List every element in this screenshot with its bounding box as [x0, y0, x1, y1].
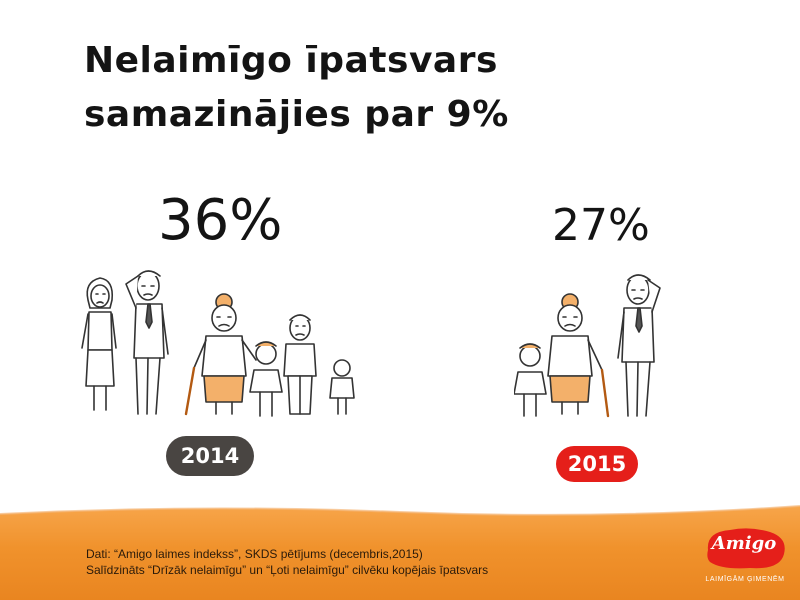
logo-brand-text: Amigo	[711, 533, 777, 554]
footer-band	[0, 505, 800, 600]
percent-2015: 27%	[552, 200, 650, 251]
slide-title-line-1: Nelaimīgo īpatsvars	[84, 40, 498, 81]
percent-2014: 36%	[158, 188, 283, 253]
child-figure	[329, 359, 355, 415]
man-with-tie-figure	[125, 270, 169, 415]
people-illustration-2014	[81, 270, 355, 417]
year-badge-2014: 2014	[166, 436, 254, 476]
grandmother-figure	[547, 293, 610, 418]
slide-title-line-2: samazinājies par 9%	[84, 94, 509, 135]
man-figure	[283, 314, 317, 415]
people-illustration-2015	[514, 274, 661, 418]
man-with-tie-figure	[617, 274, 661, 417]
year-badge-2015: 2015	[556, 446, 638, 482]
logo-tagline: LAIMĪGĀM ĢIMENĒM	[705, 576, 785, 583]
logo-badge-shape	[707, 528, 785, 569]
girl-figure	[249, 341, 283, 417]
grandmother-figure	[184, 293, 257, 416]
slide-title: Nelaimīgo īpatsvars samazinājies par 9%	[84, 34, 509, 142]
woman-figure	[81, 277, 117, 411]
source-note-line-1: Dati: “Amigo laimes indekss”, SKDS pētīj…	[86, 547, 423, 561]
source-note-line-2: Salīdzināts “Drīzāk nelaimīgu” un “Ļoti …	[86, 563, 489, 577]
amigo-logo: Amigo LAIMĪGĀM ĢIMENĒM	[700, 524, 790, 592]
girl-figure	[514, 343, 547, 417]
